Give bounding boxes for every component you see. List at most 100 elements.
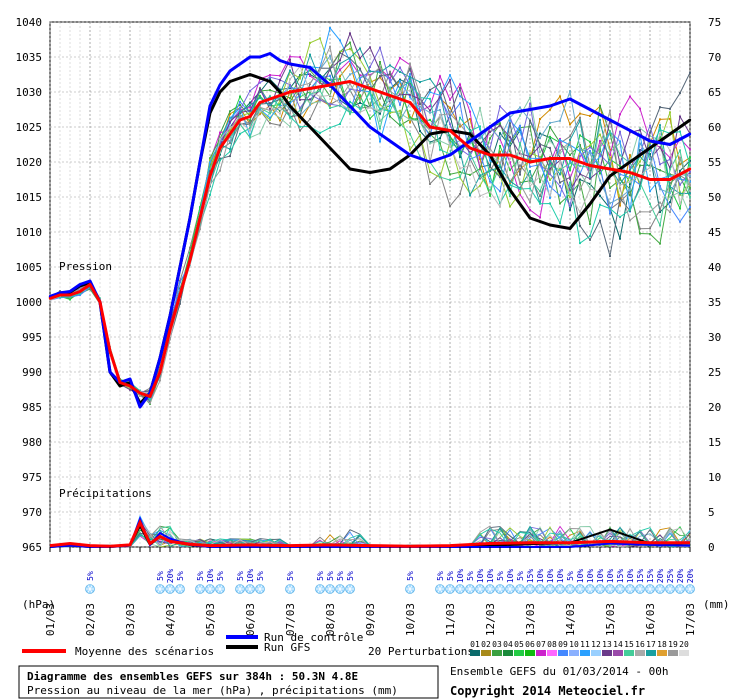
perturbation-point — [249, 89, 251, 92]
series-point — [488, 153, 492, 157]
perturbation-point — [499, 202, 501, 205]
perturbation-point — [579, 242, 581, 245]
legend-member-swatch — [679, 650, 689, 656]
series-point — [448, 129, 452, 132]
perturbation-point — [309, 74, 311, 77]
perturbation-point — [679, 169, 681, 172]
perturbation-point — [549, 147, 551, 150]
perturbation-point — [219, 159, 221, 162]
perturbation-point — [289, 87, 291, 90]
perturbation-point — [469, 102, 471, 105]
perturbation-point — [269, 74, 271, 77]
perturbation-point — [419, 102, 421, 105]
perturbation-point — [559, 138, 561, 141]
perturbation-point — [219, 153, 221, 156]
perturbation-point — [669, 156, 671, 159]
perturbation-point — [629, 168, 631, 171]
perturbation-point — [549, 135, 551, 138]
snow-chance-label: 5% — [566, 571, 575, 581]
perturbation-point — [269, 95, 271, 98]
perturbation-point — [529, 152, 531, 155]
snowflake-icon — [165, 584, 175, 594]
perturbation-point — [499, 124, 501, 127]
y-tick-label-pressure: 1040 — [16, 16, 43, 29]
series-point — [238, 118, 242, 122]
perturbation-point — [399, 109, 401, 112]
perturbation-point — [309, 53, 311, 56]
perturbation-point — [499, 150, 501, 153]
perturbation-point — [279, 99, 281, 102]
perturbation-point — [429, 182, 431, 185]
perturbation-point — [679, 175, 681, 178]
snowflake-arm — [647, 585, 653, 593]
perturbation-point — [509, 146, 511, 149]
perturbation-point — [619, 182, 621, 185]
snow-chance-label: 5% — [326, 571, 335, 581]
perturbation-point — [549, 171, 551, 174]
y-tick-label-precip: 0 — [708, 541, 715, 554]
series-point — [588, 164, 592, 167]
perturbation-point — [549, 194, 551, 197]
perturbation-point — [519, 192, 521, 195]
perturbation-point — [679, 183, 681, 186]
perturbation-point — [249, 124, 251, 127]
perturbation-point — [649, 124, 651, 127]
perturbation-point — [479, 195, 481, 198]
perturbation-point — [609, 186, 611, 189]
legend-member-swatch — [547, 650, 557, 656]
series-point — [688, 118, 692, 122]
perturbation-point — [639, 181, 641, 184]
snowflake-icon — [205, 584, 215, 594]
perturbation-point — [449, 115, 451, 118]
legend-member-number: 15 — [624, 640, 634, 649]
x-tick-label: 01/03 — [44, 603, 57, 636]
perturbation-point — [509, 131, 511, 134]
series-point — [548, 223, 552, 227]
perturbation-point — [669, 149, 671, 152]
series-point — [198, 160, 202, 164]
perturbation-point — [289, 55, 291, 58]
perturbation-point — [199, 206, 201, 209]
perturbation-point — [249, 129, 251, 132]
perturbation-point — [519, 141, 521, 144]
perturbation-point — [649, 227, 651, 230]
perturbation-point — [449, 139, 451, 142]
snowflake-arm — [637, 585, 643, 593]
perturbation-point — [569, 193, 571, 196]
series-point — [108, 370, 112, 374]
perturbation-point — [649, 232, 651, 235]
perturbation-point — [159, 375, 161, 378]
perturbation-point — [319, 67, 321, 70]
x-tick-label: 16/03 — [644, 603, 657, 636]
perturbation-point — [169, 321, 171, 324]
perturbation-point — [379, 71, 381, 74]
perturbation-point — [309, 98, 311, 101]
perturbation-point — [179, 281, 181, 284]
perturbation-point — [419, 155, 421, 158]
perturbation-point — [609, 207, 611, 210]
perturbation-point — [389, 110, 391, 113]
x-tick-label: 08/03 — [324, 603, 337, 636]
perturbation-point — [399, 90, 401, 93]
perturbation-point — [419, 93, 421, 96]
y-tick-label-pressure: 1010 — [16, 226, 43, 239]
legend-member-swatch — [503, 650, 513, 656]
perturbation-point — [429, 97, 431, 100]
perturbation-point — [329, 103, 331, 106]
main-series-lines — [48, 52, 692, 409]
perturbation-point — [299, 75, 301, 78]
perturbation-point — [409, 76, 411, 79]
perturbation-point — [399, 80, 401, 83]
perturbation-point — [239, 107, 241, 110]
perturbation-point — [299, 84, 301, 87]
perturbation-point — [529, 155, 531, 158]
perturbation-point — [549, 167, 551, 170]
perturbation-point — [459, 175, 461, 178]
perturbation-point — [289, 115, 291, 118]
perturbation-point — [479, 167, 481, 170]
perturbation-point — [469, 152, 471, 155]
perturbation-point — [659, 118, 661, 121]
perturbation-point — [209, 193, 211, 196]
snowflake-icon — [175, 584, 185, 594]
perturbation-point — [669, 107, 671, 110]
